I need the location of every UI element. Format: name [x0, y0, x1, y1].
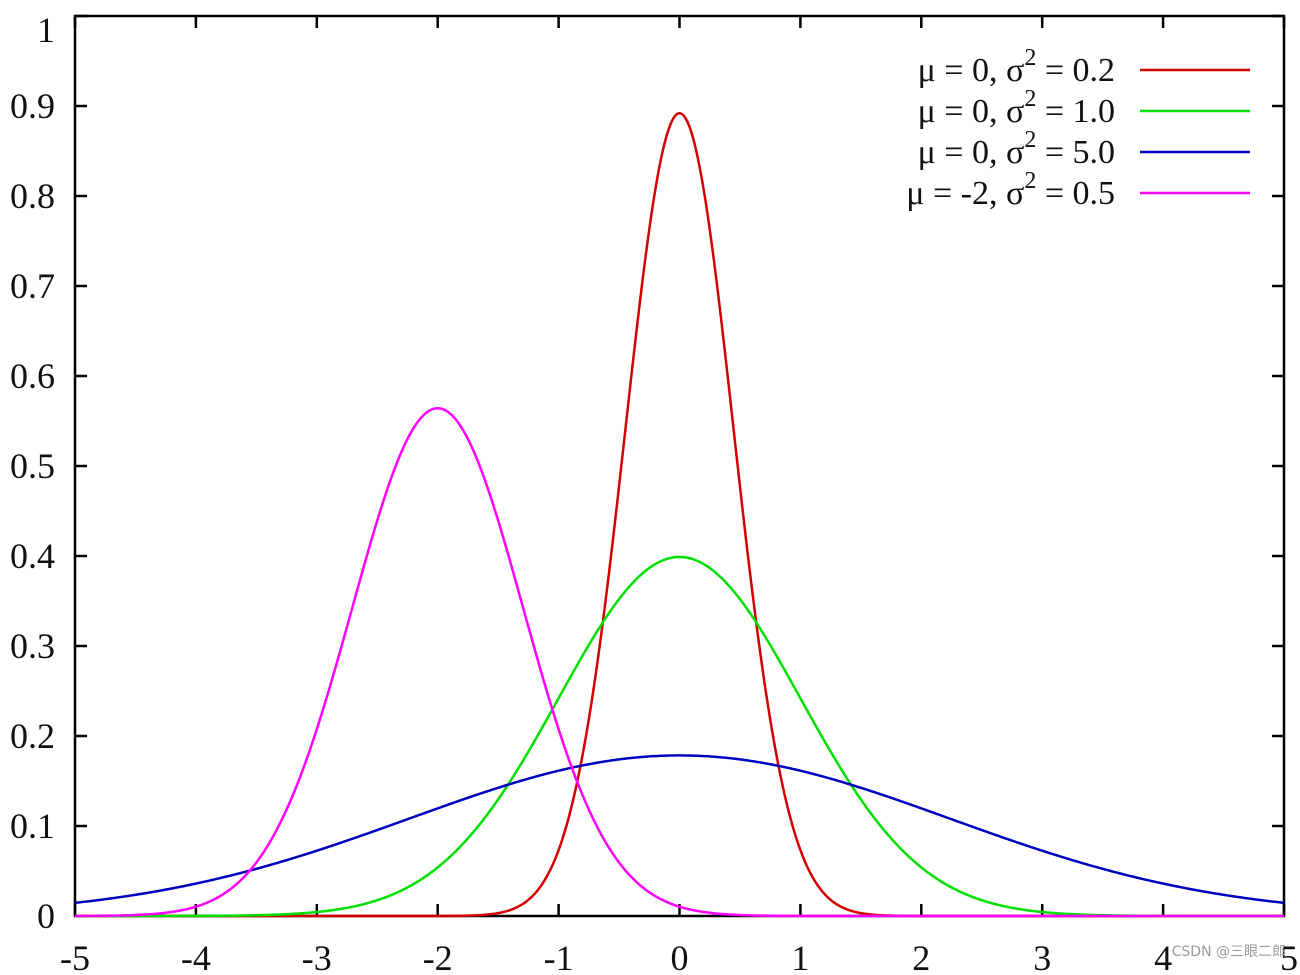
- legend-label-exponent: 2: [1024, 127, 1036, 153]
- legend-label-variance: = 1.0: [1036, 93, 1115, 130]
- y-tick-label: 0: [37, 896, 55, 936]
- legend-label-variance: = 5.0: [1036, 134, 1115, 171]
- axes: -5 -4 -3 -2 -1 0 1 2 3 4 5 0 0.1 0.2 0.3 0.4 0.5 0.6 0.7 0.…: [10, 10, 1298, 975]
- y-tick-label: 1: [37, 10, 55, 50]
- legend-label-3: μ = 0, σ2 = 5.0: [918, 127, 1115, 171]
- x-tick-label: 1: [791, 938, 809, 975]
- x-tick-label: -1: [544, 938, 574, 975]
- legend-label-exponent: 2: [1024, 45, 1036, 71]
- y-tick-label: 0.6: [10, 356, 55, 396]
- legend-label-mu: μ = 0, σ: [918, 134, 1025, 171]
- curves: [74, 111, 1285, 918]
- y-tick-label: 0.2: [10, 716, 55, 756]
- legend-label-exponent: 2: [1024, 86, 1036, 112]
- x-tick-label: 0: [671, 938, 689, 975]
- y-tick-label: 0.8: [10, 176, 55, 216]
- legend-label-4: μ = -2, σ2 = 0.5: [906, 168, 1115, 212]
- legend-label-mu: μ = 0, σ: [918, 93, 1025, 130]
- x-tick-label: 4: [1154, 938, 1172, 975]
- legend-label-variance: = 0.2: [1036, 52, 1115, 89]
- legend-label-mu: μ = -2, σ: [906, 175, 1024, 212]
- curve-series-2: [75, 555, 1284, 918]
- x-tick-label: 2: [912, 938, 930, 975]
- y-tick-label: 0.4: [10, 536, 55, 576]
- watermark: CSDN @三眼二郎: [1171, 944, 1286, 960]
- legend-label-variance: = 0.5: [1036, 175, 1115, 212]
- legend-label-2: μ = 0, σ2 = 1.0: [918, 86, 1115, 130]
- y-tick-label: 0.9: [10, 86, 55, 126]
- y-tick-label: 0.3: [10, 626, 55, 666]
- curve-series-4: [74, 406, 1284, 918]
- curve-series-1: [75, 111, 1284, 918]
- legend-label-exponent: 2: [1024, 168, 1036, 194]
- x-tick-label: -5: [60, 938, 90, 975]
- y-tick-label: 0.5: [10, 446, 55, 486]
- legend: μ = 0, σ2 = 0.2μ = 0, σ2 = 1.0μ = 0, σ2 …: [906, 45, 1250, 212]
- legend-label-1: μ = 0, σ2 = 0.2: [918, 45, 1115, 89]
- x-tick-label: -4: [181, 938, 211, 975]
- x-tick-label: 5: [1280, 938, 1298, 975]
- legend-label-mu: μ = 0, σ: [918, 52, 1025, 89]
- y-tick-label: 0.7: [10, 266, 55, 306]
- x-tick-label: -2: [423, 938, 453, 975]
- curve-series-3: [74, 754, 1285, 905]
- x-tick-label: 3: [1033, 938, 1051, 975]
- x-tick-label: -3: [302, 938, 332, 975]
- y-tick-label: 0.1: [10, 806, 55, 846]
